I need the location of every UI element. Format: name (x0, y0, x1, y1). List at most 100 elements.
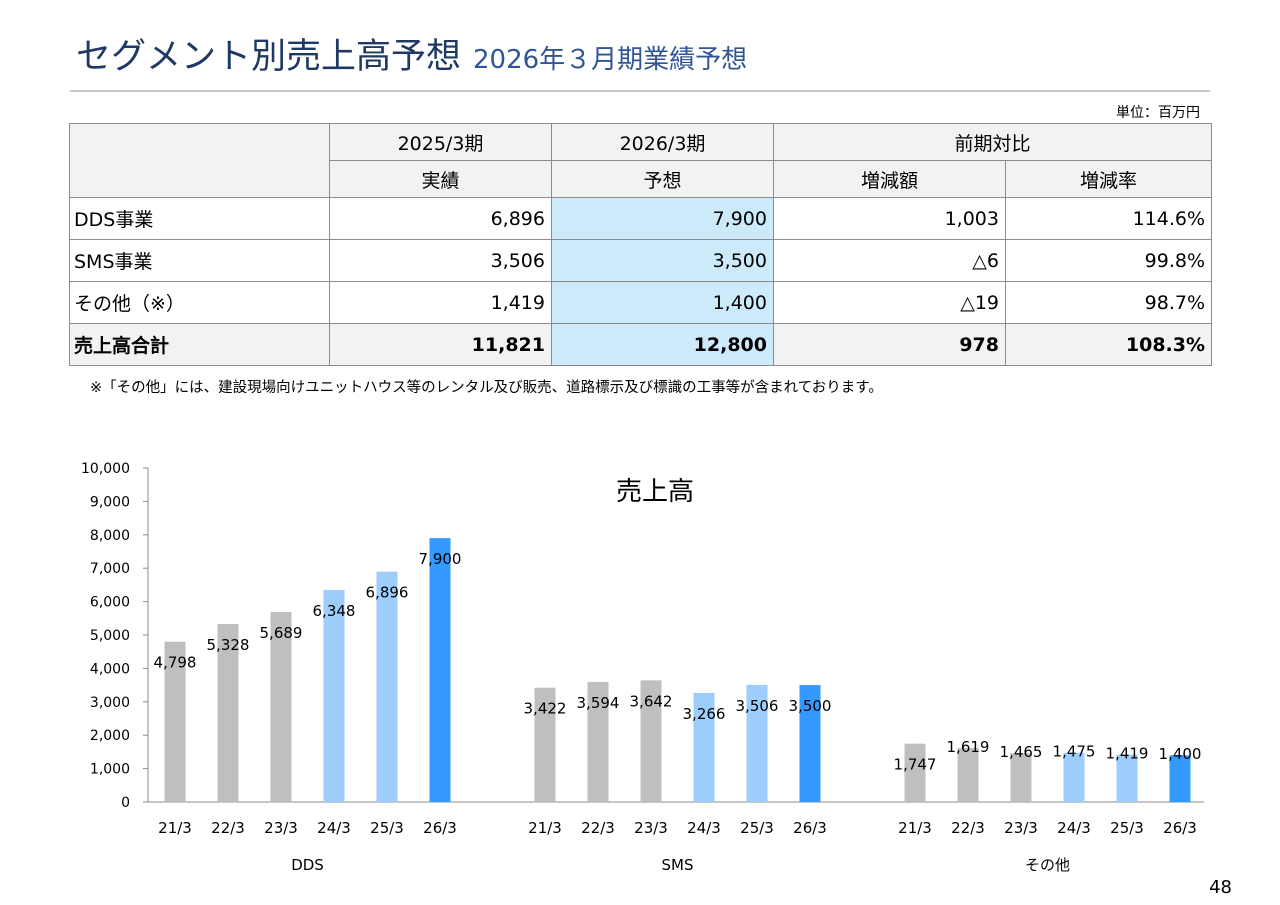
cell-rate: 98.7% (1004, 281, 1213, 324)
data-label: 3,642 (630, 692, 673, 710)
x-tick-label: 24/3 (1057, 819, 1091, 837)
data-label: 1,419 (1106, 745, 1149, 763)
table-row: SMS事業 3,506 3,500 △6 99.8% (69, 239, 1213, 282)
row-label: その他（※） (69, 281, 330, 324)
subheader-forecast: 予想 (551, 160, 774, 198)
x-tick-label: 25/3 (370, 819, 404, 837)
data-label: 1,465 (1000, 743, 1043, 761)
data-label: 6,348 (313, 602, 356, 620)
segment-sales-table: 2025/3期 2026/3期 前期対比 実績 予想 増減額 増減率 DDS事業… (69, 123, 1213, 366)
y-tick-label: 7,000 (90, 561, 130, 577)
subheader-actual: 実績 (329, 160, 552, 198)
y-tick-label: 5,000 (90, 628, 130, 644)
x-tick-label: 24/3 (317, 819, 351, 837)
y-tick-label: 1,000 (90, 762, 130, 778)
row-label: DDS事業 (69, 197, 330, 240)
title-sub: 2026年３月期業績予想 (473, 45, 748, 75)
cell-actual: 6,896 (329, 197, 552, 240)
total-actual: 11,821 (329, 323, 552, 366)
cell-forecast: 3,500 (551, 239, 774, 282)
cell-rate: 99.8% (1004, 239, 1213, 282)
bar (534, 687, 556, 802)
bar (217, 624, 239, 802)
y-tick-label: 10,000 (81, 461, 130, 477)
page-title: セグメント別売上高予想 2026年３月期業績予想 (76, 28, 747, 79)
bar (1010, 753, 1032, 802)
data-label: 3,594 (577, 694, 620, 712)
group-label: その他 (1025, 856, 1070, 874)
y-tick-label: 0 (121, 795, 130, 811)
bar (1169, 755, 1191, 802)
cell-actual: 3,506 (329, 239, 552, 282)
y-tick-label: 9,000 (90, 494, 130, 510)
bar (957, 747, 979, 802)
x-tick-label: 26/3 (423, 819, 457, 837)
data-label: 3,506 (736, 697, 779, 715)
bar (746, 684, 768, 802)
bar (323, 589, 345, 802)
data-label: 1,619 (947, 738, 990, 756)
cell-forecast: 7,900 (551, 197, 774, 240)
x-tick-label: 26/3 (793, 819, 827, 837)
x-tick-label: 22/3 (581, 819, 615, 837)
subheader-change: 増減額 (773, 160, 1006, 198)
unit-note: 単位：百万円 (1116, 105, 1200, 121)
bar (164, 641, 186, 802)
y-tick-label: 3,000 (90, 695, 130, 711)
data-label: 5,328 (207, 636, 250, 654)
cell-change: △19 (773, 281, 1006, 324)
cell-change: 1,003 (773, 197, 1006, 240)
data-label: 1,747 (894, 756, 937, 774)
table-row: DDS事業 6,896 7,900 1,003 114.6% (69, 197, 1213, 240)
bar (376, 571, 398, 802)
table-row: その他（※） 1,419 1,400 △19 98.7% (69, 281, 1213, 324)
page-number: 48 (1209, 877, 1232, 898)
row-label: SMS事業 (69, 239, 330, 282)
data-label: 3,266 (683, 705, 726, 723)
total-rate: 108.3% (1004, 323, 1213, 366)
footnote: ※「その他」には、建設現場向けユニットハウス等のレンタル及び販売、道路標示及び標… (90, 380, 883, 396)
data-label: 3,500 (789, 697, 832, 715)
bar (640, 680, 662, 802)
chart-title: 売上高 (616, 477, 694, 507)
bar (429, 538, 451, 802)
bar (1063, 752, 1085, 802)
x-tick-label: 23/3 (264, 819, 298, 837)
total-change: 978 (773, 323, 1006, 366)
table-header-row: 2025/3期 2026/3期 前期対比 (69, 123, 1213, 198)
y-tick-label: 6,000 (90, 595, 130, 611)
cell-change: △6 (773, 239, 1006, 282)
group-label: SMS (662, 856, 694, 874)
x-tick-label: 23/3 (634, 819, 668, 837)
sales-bar-chart: 0 1,000 2,000 3,000 4,000 5,000 6,000 7,000 8,00… (81, 461, 1204, 874)
header-2026-period: 2026/3期 (551, 123, 774, 161)
data-label: 1,475 (1053, 743, 1096, 761)
data-label: 6,896 (366, 584, 409, 602)
bar (1116, 754, 1138, 802)
bar (693, 692, 715, 802)
data-label: 7,900 (419, 550, 462, 568)
x-tick-label: 21/3 (898, 819, 932, 837)
total-label: 売上高合計 (69, 323, 330, 366)
x-tick-label: 26/3 (1163, 819, 1197, 837)
table-total-row: 売上高合計 11,821 12,800 978 108.3% (69, 323, 1213, 366)
y-tick-label: 8,000 (90, 528, 130, 544)
y-tick-label: 2,000 (90, 728, 130, 744)
bar (270, 611, 292, 802)
subheader-rate: 増減率 (1004, 160, 1213, 198)
data-label: 3,422 (524, 700, 567, 718)
x-tick-label: 24/3 (687, 819, 721, 837)
data-label: 4,798 (154, 654, 197, 672)
data-label: 1,400 (1159, 745, 1202, 763)
cell-forecast: 1,400 (551, 281, 774, 324)
x-tick-label: 25/3 (1110, 819, 1144, 837)
header-yoy: 前期対比 (772, 123, 1213, 161)
bar (904, 743, 926, 802)
bar (587, 681, 609, 802)
x-tick-label: 25/3 (740, 819, 774, 837)
x-tick-label: 22/3 (951, 819, 985, 837)
x-tick-label: 23/3 (1004, 819, 1038, 837)
group-label: DDS (291, 856, 324, 874)
header-2025-period: 2025/3期 (329, 123, 552, 161)
title-main: セグメント別売上高予想 (76, 37, 462, 77)
